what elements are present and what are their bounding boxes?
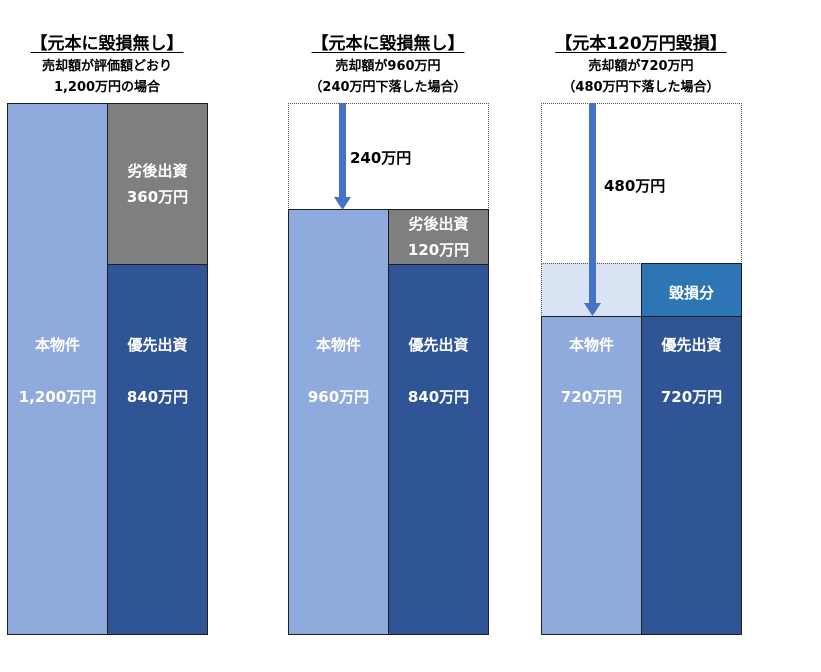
panel-2-junior-value: 120万円 <box>407 241 470 259</box>
panel-1-property-bar <box>7 103 108 635</box>
panel-1-senior-label: 優先出資 <box>127 336 188 354</box>
panel-1-subtitle-line-1: 売却額が評価額どおり <box>41 59 172 74</box>
panel-3-property-label: 本物件 <box>568 336 614 354</box>
panel-2-senior-value: 840万円 <box>407 388 470 406</box>
panel-1-property-label: 本物件 <box>34 336 80 354</box>
panel-3-drop-zone <box>541 103 742 264</box>
panel-3-loss-bar <box>641 263 742 317</box>
panel-2-subtitle-line-1: 売却額が960万円 <box>335 59 441 74</box>
panel-1-junior-bar <box>107 103 208 265</box>
panel-2-subtitle-line-2: （240万円下落した場合） <box>309 80 467 95</box>
panel-1-subtitle-line-2: 1,200万円の場合 <box>53 80 161 95</box>
panel-2-drop-arrow <box>334 103 351 210</box>
panel-2-title: 【元本に毀損無し】 <box>311 34 465 54</box>
panel-3-property-value: 720万円 <box>560 388 623 406</box>
panel-1-junior-value: 360万円 <box>126 188 189 206</box>
panel-2-drop-zone <box>288 103 489 210</box>
panel-3-drop-label: 480万円 <box>604 177 666 195</box>
panel-1-property-value: 1,200万円 <box>18 388 97 406</box>
panel-2-senior-bar <box>388 264 489 635</box>
panel-1-junior-label: 劣後出資 <box>127 162 188 180</box>
panel-2-property-bar <box>288 209 389 635</box>
panel-3-loss-label: 毀損分 <box>668 284 714 302</box>
panel-2-property-value: 960万円 <box>307 388 370 406</box>
panel-2-senior-label: 優先出資 <box>408 336 469 354</box>
panel-3-senior-label: 優先出資 <box>661 336 722 354</box>
panel-3-senior-value: 720万円 <box>660 388 723 406</box>
panel-2-drop-label: 240万円 <box>350 149 412 167</box>
panel-2-property-label: 本物件 <box>315 336 361 354</box>
panel-2-junior-label: 劣後出資 <box>408 215 469 233</box>
panel-3-senior-bar <box>641 316 742 635</box>
panel-1-title: 【元本に毀損無し】 <box>30 34 184 54</box>
panel-3-subtitle-line-2: （480万円下落した場合） <box>562 80 720 95</box>
panel-3-subtitle-line-1: 売却額が720万円 <box>588 59 694 74</box>
panel-1-senior-value: 840万円 <box>126 388 189 406</box>
panel-1-senior-bar <box>107 264 208 635</box>
panel-3-property-bar <box>541 316 642 635</box>
panel-3-title: 【元本120万円毀損】 <box>555 34 727 54</box>
panel-3-drop-arrow <box>584 103 601 316</box>
panel-2-junior-bar <box>388 209 489 265</box>
